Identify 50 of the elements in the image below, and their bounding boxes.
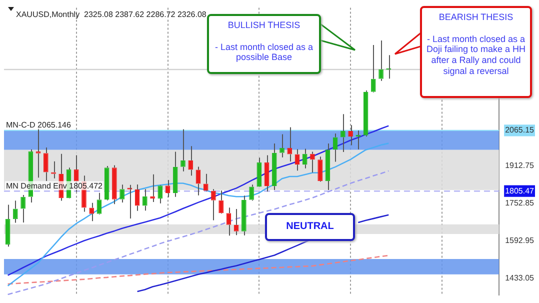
candlestick <box>302 148 308 169</box>
candlestick <box>20 194 26 224</box>
candlestick <box>120 184 124 203</box>
y-tick-label: 1805.47 <box>505 186 535 196</box>
candlestick <box>142 188 148 212</box>
candlestick <box>89 202 94 222</box>
candlestick <box>256 157 262 187</box>
candlestick <box>36 128 41 178</box>
y-tick-label: 1912.75 <box>505 161 535 170</box>
candlestick <box>218 190 224 214</box>
candlestick <box>52 160 56 179</box>
line-series <box>7 170 390 296</box>
candlestick <box>241 195 246 236</box>
candlestick <box>211 188 216 221</box>
candlestick <box>363 90 368 138</box>
y-tick-label: 2065.15 <box>505 126 535 135</box>
text: BULLISH THESIS - Last month closed as a possible Base <box>214 20 314 62</box>
ref-line-label: MN-C-D 2065.146 <box>6 120 72 130</box>
candlestick <box>188 146 194 176</box>
candlestick <box>43 147 48 182</box>
candlestick <box>280 134 284 158</box>
ref-line-label: MN Demand Env 1805.472 <box>6 181 104 190</box>
text: BEARISH THESIS - Last month closed as a Doji failing to make a HH after a Rally and could signal a reversal <box>426 12 526 76</box>
candlestick <box>104 165 110 200</box>
line-series <box>7 254 390 285</box>
candlestick <box>310 151 315 174</box>
candlestick <box>294 148 300 172</box>
chart-title: XAUUSD,Monthly 2325.08 2387.62 2286.72 2326.08 <box>16 10 207 20</box>
candlestick <box>158 186 163 204</box>
candlestick <box>264 154 270 192</box>
candlestick <box>325 143 330 191</box>
candlestick <box>112 164 117 205</box>
candlestick <box>127 184 132 220</box>
candlestick <box>12 200 18 224</box>
candlestick <box>226 207 232 236</box>
candlestick <box>249 184 254 200</box>
y-tick-label: 1592.95 <box>505 236 535 245</box>
candlestick <box>378 40 384 82</box>
candlestick <box>134 184 140 212</box>
y-tick-label: 1752.85 <box>505 198 535 208</box>
candlestick <box>172 151 178 198</box>
candlestick <box>356 130 361 150</box>
candlestick <box>5 204 10 248</box>
candlestick <box>96 192 102 214</box>
candlestick <box>150 174 155 202</box>
candlestick <box>196 166 201 196</box>
candlestick <box>332 133 338 162</box>
y-tick-label: 1433.05 <box>505 273 535 282</box>
candlestick <box>370 44 376 92</box>
candlestick <box>272 143 277 191</box>
